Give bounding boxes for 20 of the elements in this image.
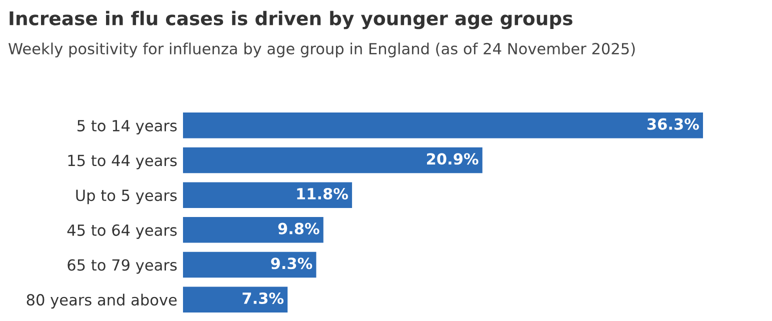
data-label: 11.8% [297,188,348,200]
data-label: 9.3% [271,258,312,270]
chart-title: Increase in flu cases is driven by younger age groups [10,10,572,30]
bar [183,286,288,312]
y-tick-label: 65 to 79 years [68,259,177,274]
bar [183,182,352,208]
bar [183,147,482,174]
data-label: 9.8% [278,222,320,234]
y-tick-label: Up to 5 years [76,190,177,204]
bar [183,217,324,243]
data-label: 7.3% [242,292,284,304]
chart-subtitle: Weekly positivity for influenza by age group in England (as of 24 November 2025) [8,42,635,58]
bar [183,252,316,278]
y-tick-label: 45 to 64 years [67,224,177,239]
y-tick-label: 5 to 14 years [78,120,177,134]
data-label: 20.9% [427,153,478,165]
data-label: 36.3% [647,118,699,130]
bar [183,112,703,138]
y-tick-label: 80 years and above [26,294,177,309]
y-tick-label: 15 to 44 years [68,154,177,170]
